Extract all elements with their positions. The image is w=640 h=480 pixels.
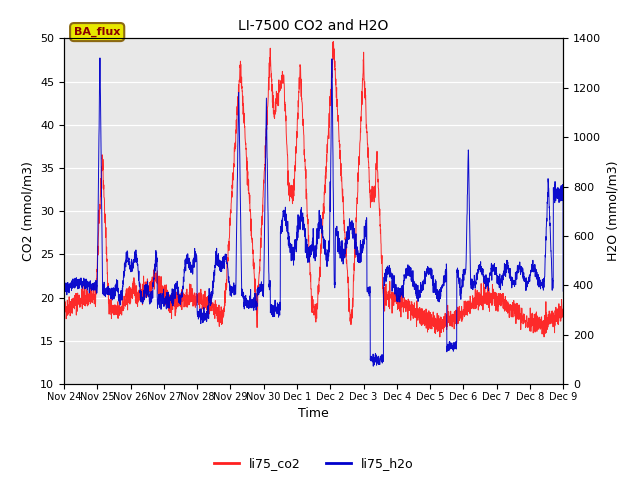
Y-axis label: H2O (mmol/m3): H2O (mmol/m3) bbox=[607, 161, 620, 262]
Title: LI-7500 CO2 and H2O: LI-7500 CO2 and H2O bbox=[239, 19, 388, 33]
Legend: li75_co2, li75_h2o: li75_co2, li75_h2o bbox=[209, 453, 419, 476]
Y-axis label: CO2 (mmol/m3): CO2 (mmol/m3) bbox=[22, 161, 35, 261]
Text: BA_flux: BA_flux bbox=[74, 27, 120, 37]
X-axis label: Time: Time bbox=[298, 407, 329, 420]
